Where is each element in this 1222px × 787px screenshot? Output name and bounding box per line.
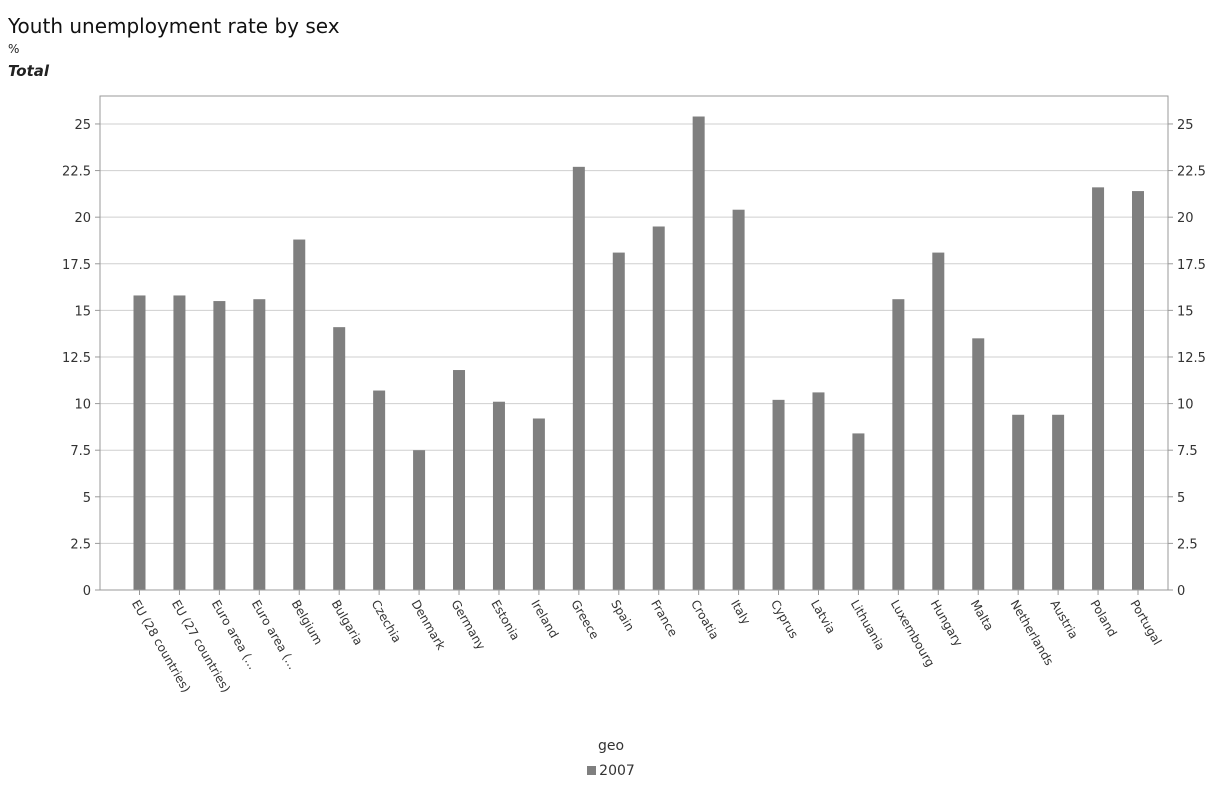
bar xyxy=(892,299,905,590)
x-tick-label: Netherlands xyxy=(1008,598,1057,668)
x-tick-label: Czechia xyxy=(369,598,405,646)
bar xyxy=(1052,414,1065,590)
bar xyxy=(732,209,745,591)
bar xyxy=(293,239,306,591)
y-tick-label-left: 0 xyxy=(83,584,91,599)
x-tick-label: Poland xyxy=(1087,598,1119,640)
bars xyxy=(133,116,1144,591)
bar xyxy=(1092,187,1105,591)
y-tick-label-right: 17.5 xyxy=(1177,258,1206,273)
x-tick-label: Spain xyxy=(608,598,637,634)
y-tick-label-right: 2.5 xyxy=(1177,537,1198,552)
bar xyxy=(812,392,825,590)
plot-frame xyxy=(99,95,1169,591)
bar xyxy=(612,252,625,590)
x-tick-label: Hungary xyxy=(928,598,966,649)
x-tick-label: Denmark xyxy=(408,598,448,653)
bar xyxy=(932,252,945,590)
bar xyxy=(652,226,665,590)
y-tick-label-left: 7.5 xyxy=(70,444,91,459)
y-tick-label-left: 22.5 xyxy=(62,165,91,180)
bar xyxy=(373,390,386,590)
bar xyxy=(333,327,346,590)
y-tick-label-left: 10 xyxy=(74,398,91,413)
y-tick-label-right: 0 xyxy=(1177,584,1185,599)
x-tick-label: France xyxy=(648,598,680,640)
x-tick-label: Bulgaria xyxy=(329,598,366,648)
bar xyxy=(413,450,426,590)
y-tick-label-right: 7.5 xyxy=(1177,444,1198,459)
y-tick-label-right: 22.5 xyxy=(1177,165,1206,180)
chart-unit: % xyxy=(8,42,20,56)
bar xyxy=(572,166,585,590)
x-tick-label: Austria xyxy=(1048,598,1081,642)
legend-swatch xyxy=(587,765,597,775)
bar xyxy=(692,116,705,590)
axes: 0 0 2.5 2.5 5 5 7.5 7.5 10 10 12.5 12.5 15 15 17.5 17.5… xyxy=(62,95,1206,599)
x-tick-label: Latvia xyxy=(808,598,838,637)
bar xyxy=(1132,191,1144,590)
y-tick-label-right: 20 xyxy=(1177,211,1194,226)
x-tick-label: Germany xyxy=(448,598,488,653)
y-tick-label-right: 15 xyxy=(1177,304,1194,319)
y-tick-label-left: 5 xyxy=(83,491,91,506)
x-tick-label: Estonia xyxy=(488,598,522,643)
x-tick-label: Lithuania xyxy=(848,598,888,653)
x-tick-label: Malta xyxy=(968,598,997,634)
x-tick-label: Belgium xyxy=(289,598,326,648)
x-tick-label: Cyprus xyxy=(768,598,801,641)
bar xyxy=(133,295,146,590)
x-tick-label: Ireland xyxy=(528,598,561,641)
x-tick-label: Croatia xyxy=(688,598,722,642)
bar xyxy=(213,301,226,590)
y-tick-label-right: 25 xyxy=(1177,118,1194,133)
bar xyxy=(532,418,545,590)
bar xyxy=(772,399,785,590)
x-tick-label: Portugal xyxy=(1127,598,1164,648)
x-tick-label: Greece xyxy=(568,598,601,642)
bar xyxy=(453,370,466,590)
y-tick-label-right: 5 xyxy=(1177,491,1185,506)
y-tick-label-left: 17.5 xyxy=(62,258,91,273)
bar xyxy=(253,299,266,590)
bar xyxy=(492,401,505,590)
legend: 2007 xyxy=(0,763,1222,779)
chart-title: Youth unemployment rate by sex xyxy=(8,14,340,38)
category-labels: EU (28 countries)EU (27 countries)Euro a… xyxy=(129,598,1164,695)
bar xyxy=(1012,414,1025,590)
bar xyxy=(972,338,985,590)
y-tick-label-left: 2.5 xyxy=(70,537,91,552)
y-tick-label-left: 25 xyxy=(74,118,91,133)
legend-label: 2007 xyxy=(599,763,635,779)
y-tick-label-right: 12.5 xyxy=(1177,351,1206,366)
y-tick-label-left: 15 xyxy=(74,304,91,319)
bar xyxy=(852,433,865,590)
y-tick-label-left: 20 xyxy=(74,211,91,226)
x-axis-title: geo xyxy=(597,738,625,754)
bar xyxy=(173,295,186,590)
y-tick-label-left: 12.5 xyxy=(62,351,91,366)
x-tick-label: Italy xyxy=(728,598,753,628)
y-tick-label-right: 10 xyxy=(1177,398,1194,413)
x-tick-label: Luxembourg xyxy=(888,598,938,670)
chart-subtitle: Total xyxy=(8,62,50,80)
